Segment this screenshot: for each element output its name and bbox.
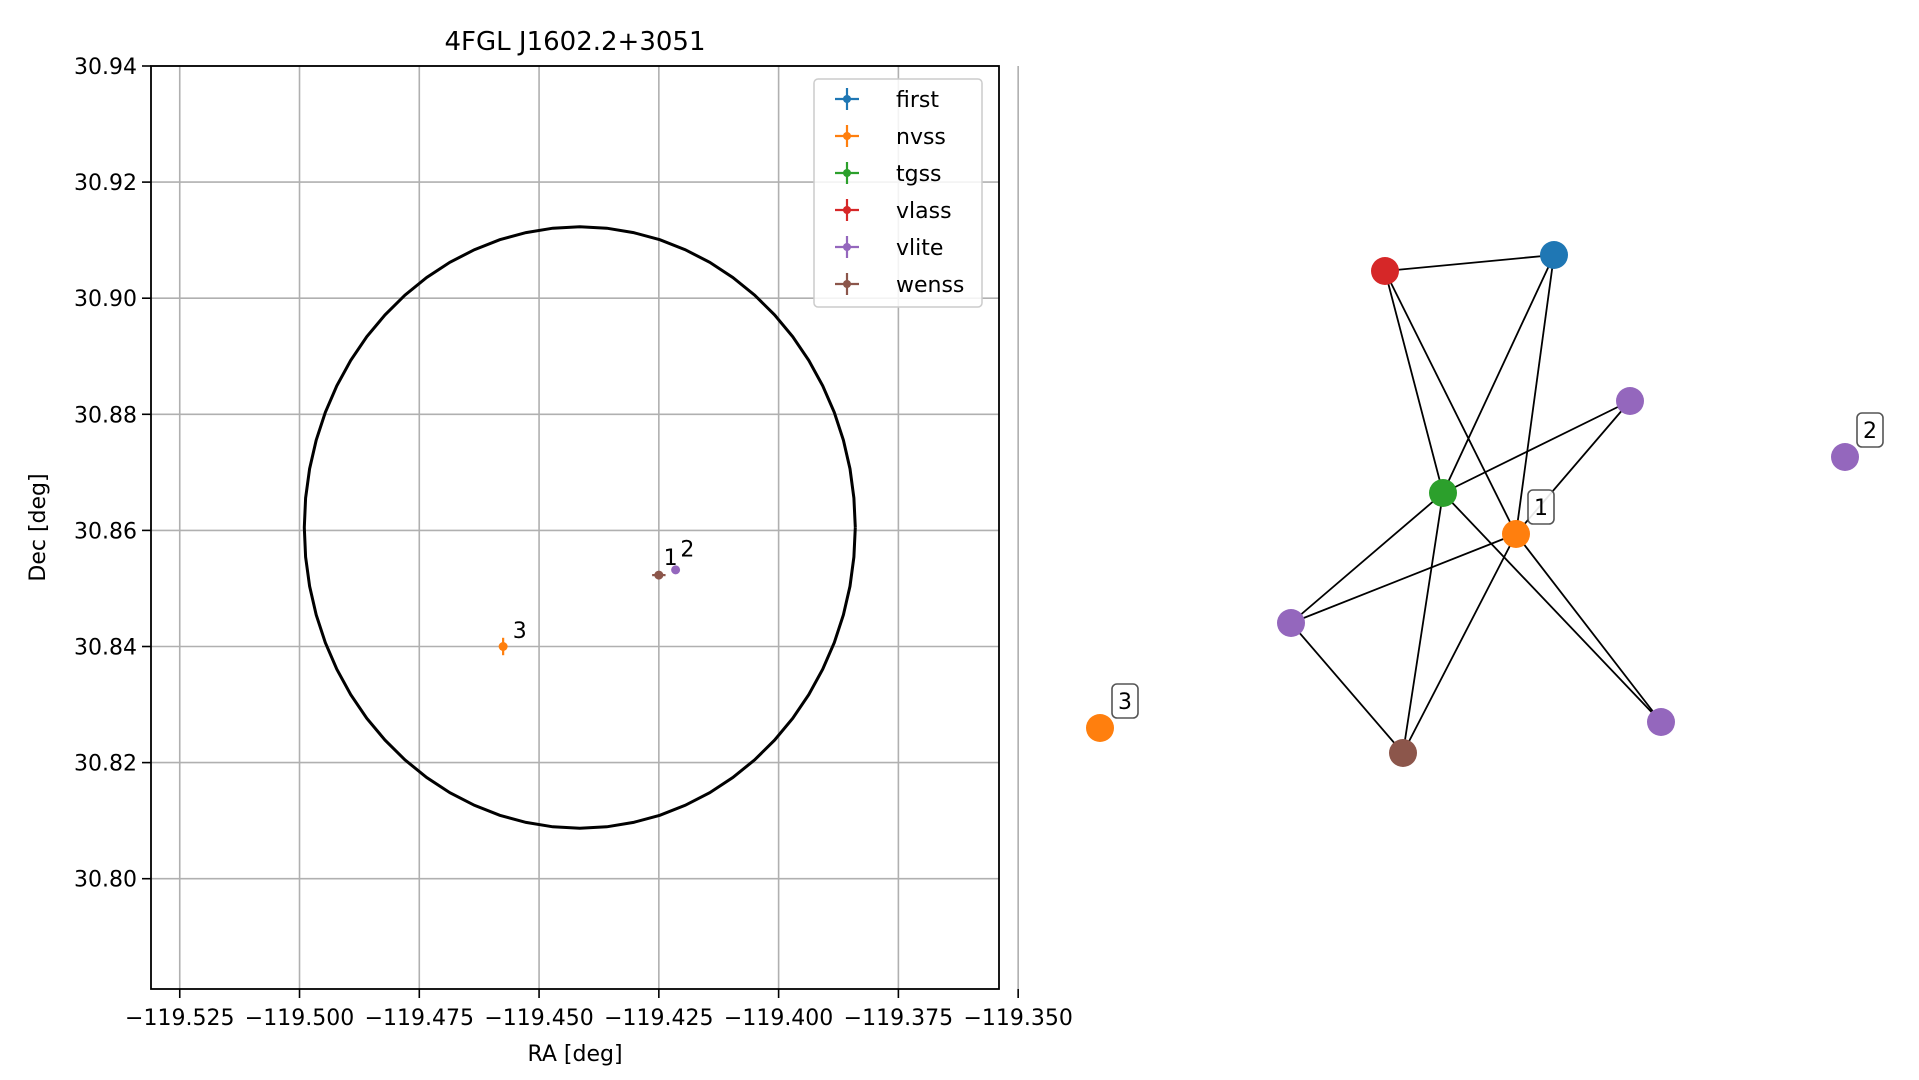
- point-marker: [671, 565, 681, 575]
- legend-item-tgss: tgss: [835, 162, 942, 187]
- point-marker: [498, 642, 508, 652]
- graph-edge: [1442, 254, 1555, 494]
- node-label-box: [1527, 489, 1555, 525]
- x-tick-label: −119.400: [724, 1006, 833, 1031]
- x-tick-label: −119.525: [125, 1006, 234, 1031]
- graph-edge: [1384, 254, 1555, 272]
- legend-item-vlite: vlite: [835, 236, 943, 261]
- ellipse-layer: [302, 225, 857, 830]
- point-marker: [654, 570, 664, 580]
- legend-label: first: [896, 88, 939, 113]
- x-tick-label: −119.375: [844, 1006, 953, 1031]
- graph-node-vlite-a: [1616, 387, 1644, 415]
- point-annotation: 1: [664, 546, 678, 571]
- graph-node-label: 3: [1111, 683, 1139, 719]
- node-label-text: 1: [1534, 496, 1548, 521]
- graph-edge: [1442, 492, 1662, 723]
- x-ticks: −119.525 −119.500 −119.475 −119.450 −119.425…: [125, 989, 1073, 1031]
- graph-panel: 1 2 3: [1086, 241, 1884, 767]
- legend-item-wenss: wenss: [835, 273, 964, 298]
- legend-item-first: first: [835, 88, 939, 113]
- graph-edge: [1442, 400, 1631, 494]
- legend-label: tgss: [896, 162, 942, 187]
- graph-node-nvss-3: [1086, 714, 1114, 742]
- node-label-text: 2: [1863, 419, 1877, 444]
- node-label-layer: 1 2 3: [1111, 412, 1884, 719]
- edge-layer: [1290, 254, 1662, 754]
- y-tick-label: 30.90: [74, 287, 137, 312]
- graph-edge: [1290, 533, 1517, 624]
- node-label-text: 3: [1118, 690, 1132, 715]
- graph-node-vlite-c: [1647, 708, 1675, 736]
- point-annotation: 3: [513, 619, 527, 644]
- legend-marker: [843, 169, 851, 177]
- plot-frame: [150, 65, 1000, 990]
- graph-edge: [1515, 533, 1662, 723]
- legend-label: vlite: [896, 236, 943, 261]
- y-ticks: 30.80 30.82 30.84 30.86 30.88 30.90 30.92 30.94: [74, 55, 151, 893]
- x-tick-label: −119.500: [245, 1006, 354, 1031]
- points-layer: [498, 565, 681, 656]
- legend-label: wenss: [896, 273, 964, 298]
- legend-marker: [843, 95, 851, 103]
- legend-item-nvss: nvss: [835, 125, 946, 150]
- data-point-wenss: [652, 570, 666, 580]
- x-tick-label: −119.475: [365, 1006, 474, 1031]
- y-tick-label: 30.92: [74, 171, 137, 196]
- graph-node-tgss: [1429, 479, 1457, 507]
- graph-edge: [1290, 622, 1404, 754]
- grid-layer: [151, 65, 1019, 989]
- graph-edge: [1290, 492, 1444, 624]
- y-tick-label: 30.84: [74, 636, 137, 661]
- graph-edge: [1402, 492, 1444, 754]
- legend-marker: [843, 243, 851, 251]
- graph-edge: [1515, 254, 1555, 535]
- x-tick-label: −119.450: [484, 1006, 593, 1031]
- chart-title: 4FGL J1602.2+3051: [445, 27, 706, 57]
- graph-node-wenss: [1389, 739, 1417, 767]
- x-tick-label: −119.350: [963, 1006, 1072, 1031]
- x-tick-label: −119.425: [604, 1006, 713, 1031]
- point-annotation: 2: [680, 538, 694, 563]
- node-layer: [1086, 241, 1859, 767]
- graph-edge: [1384, 270, 1444, 494]
- graph-node-vlite-b: [1277, 609, 1305, 637]
- data-point-nvss: [498, 637, 508, 656]
- error-ellipse: [302, 225, 857, 830]
- y-tick-label: 30.82: [74, 752, 137, 777]
- graph-node-first: [1540, 241, 1568, 269]
- legend-item-vlass: vlass: [835, 199, 952, 224]
- legend-marker: [843, 132, 851, 140]
- y-tick-label: 30.88: [74, 403, 137, 428]
- graph-node-nvss-1: [1502, 520, 1530, 548]
- graph-edge: [1402, 533, 1517, 754]
- graph-node-vlite-2: [1831, 443, 1859, 471]
- legend-marker: [843, 206, 851, 214]
- data-point-vlite: [671, 565, 681, 575]
- node-label-box: [1856, 412, 1884, 448]
- scatter-panel: 1 23 −119.525 −119.500 −119.475 −119.450 −119…: [26, 27, 1073, 1067]
- graph-node-label: 1: [1527, 489, 1555, 525]
- legend-label: nvss: [896, 125, 946, 150]
- y-tick-label: 30.86: [74, 519, 137, 544]
- y-tick-label: 30.80: [74, 868, 137, 893]
- y-tick-label: 30.94: [74, 55, 137, 80]
- node-label-box: [1111, 683, 1139, 719]
- graph-node-vlass: [1371, 257, 1399, 285]
- legend-marker: [843, 280, 851, 288]
- graph-node-label: 2: [1856, 412, 1884, 448]
- x-axis-label: RA [deg]: [527, 1042, 622, 1067]
- annotation-layer: 1 2 3: [513, 538, 695, 644]
- graph-edge: [1384, 270, 1517, 535]
- legend-label: vlass: [896, 199, 952, 224]
- y-axis-label: Dec [deg]: [26, 473, 51, 581]
- legend: first nvss tgss vlass vlite wenss: [813, 78, 983, 308]
